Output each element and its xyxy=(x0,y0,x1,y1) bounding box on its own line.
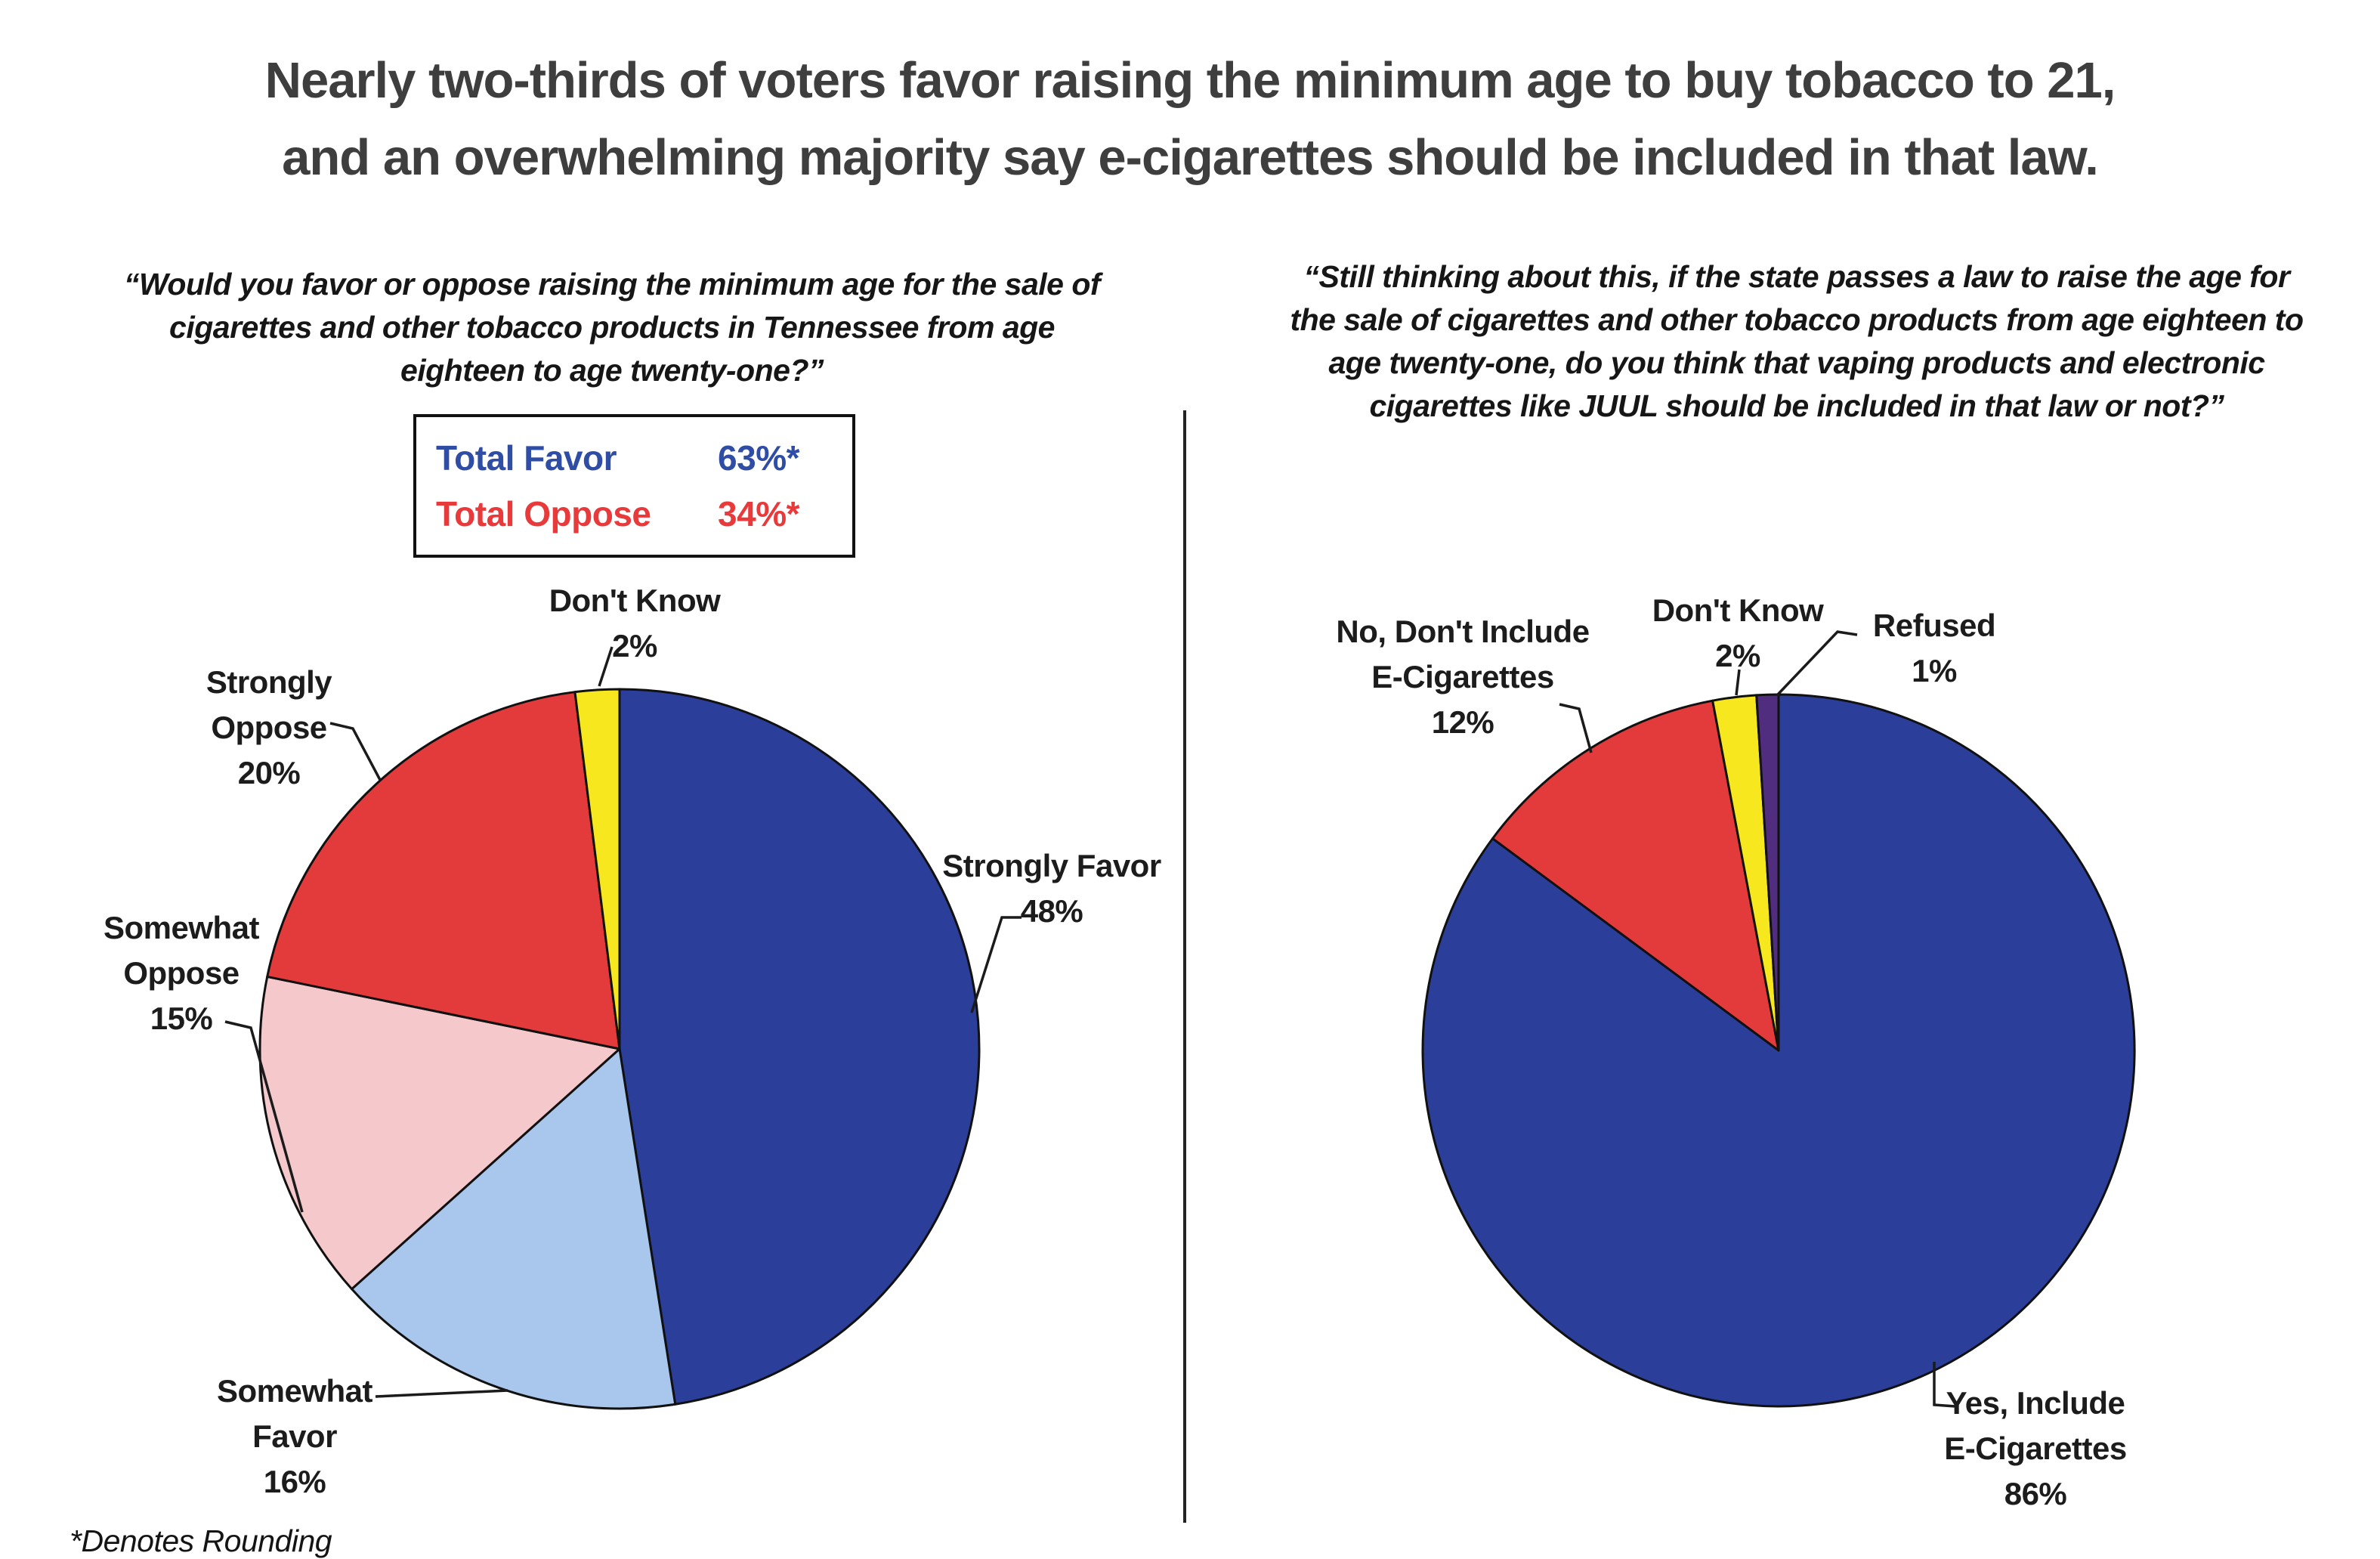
total-oppose-row: Total Oppose 34%* xyxy=(436,493,799,534)
pie-slice xyxy=(573,688,621,1050)
label-strongly-favor: Strongly Favor 48% xyxy=(942,848,1161,929)
left-question-text: “Would you favor or oppose raising the m… xyxy=(123,267,1101,388)
label-refused: Refused 1% xyxy=(1872,608,1996,688)
label-right-dont-know: Don't Know 2% xyxy=(1652,592,1824,673)
right-question-text: “Still thinking about this, if the state… xyxy=(1290,259,2304,423)
label-somewhat-oppose: Somewhat Oppose 15% xyxy=(103,910,260,1036)
tobacco-age-pie-chart xyxy=(258,688,981,1410)
total-oppose-value: 34%* xyxy=(718,494,799,534)
pie-slice xyxy=(266,691,621,1050)
total-favor-label: Total Favor xyxy=(436,438,617,478)
label-yes-include: Yes, Include E-Cigarettes 86% xyxy=(1944,1385,2127,1511)
page-title: Nearly two-thirds of voters favor raisin… xyxy=(264,52,2116,186)
label-no-dont-include: No, Don't Include E-Cigarettes 12% xyxy=(1336,614,1590,740)
label-strongly-oppose: Strongly Oppose 20% xyxy=(206,664,332,790)
ecigarette-inclusion-pie-chart xyxy=(1421,693,2136,1408)
total-oppose-label: Total Oppose xyxy=(436,494,651,534)
totals-summary-box: Total Favor 63%* Total Oppose 34%* xyxy=(413,414,855,558)
section-divider-line xyxy=(1183,410,1186,1523)
label-left-dont-know: Don't Know 2% xyxy=(549,583,721,664)
pie-slice xyxy=(351,1047,677,1410)
total-favor-value: 63%* xyxy=(718,438,799,478)
total-favor-row: Total Favor 63%* xyxy=(436,438,799,478)
pie-slice xyxy=(618,688,981,1406)
label-somewhat-favor: Somewhat Favor 16% xyxy=(216,1373,373,1499)
rounding-footnote: *Denotes Rounding xyxy=(70,1523,332,1558)
